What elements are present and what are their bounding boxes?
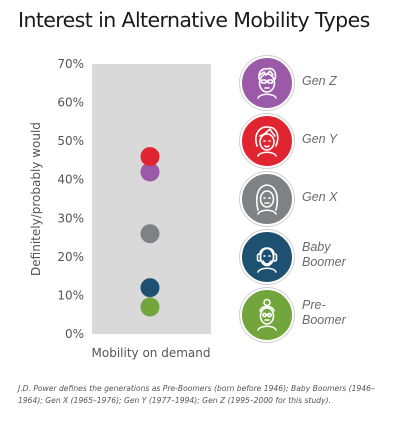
y-tick-label: 70% (57, 57, 84, 71)
data-points (140, 147, 160, 317)
y-tick-label: 50% (57, 134, 84, 148)
legend-label: Pre- Boomer (302, 298, 346, 328)
gen-x-avatar-icon (240, 172, 294, 226)
data-point-gen-y (140, 147, 160, 167)
data-point-baby-boomer (140, 278, 160, 298)
legend-item-gen-z: Gen Z (240, 56, 390, 112)
pre-boomer-avatar-icon (240, 288, 294, 342)
y-tick-label: 20% (57, 250, 84, 264)
y-tick-label: 60% (57, 96, 84, 110)
legend-item-gen-x: Gen X (240, 172, 390, 228)
y-tick-label: 40% (57, 173, 84, 187)
legend-label: Gen Y (302, 132, 338, 146)
legend-label-line1: Baby (302, 240, 331, 254)
y-axis-label: Definitely/probably would (29, 122, 43, 276)
data-point-pre-boomer (140, 297, 160, 317)
legend-item-baby-boomer: Baby Boomer (240, 230, 390, 286)
chart-title: Interest in Alternative Mobility Types (18, 8, 370, 32)
footnote: J.D. Power defines the generations as Pr… (18, 384, 375, 405)
gen-y-avatar-icon (240, 114, 294, 168)
data-point-gen-z (140, 162, 160, 182)
y-tick-label: 10% (57, 288, 84, 302)
legend-label-line2: Boomer (302, 255, 346, 269)
y-tick-label: 0% (65, 327, 84, 341)
legend-label-line2: Boomer (302, 313, 346, 327)
x-axis-label: Mobility on demand (92, 346, 211, 360)
legend-label: Gen X (302, 190, 338, 204)
data-point-gen-x (140, 224, 160, 244)
baby-boomer-avatar-icon (240, 230, 294, 284)
legend-label: Baby Boomer (302, 240, 346, 270)
legend-label: Gen Z (302, 74, 337, 88)
gen-z-avatar-icon (240, 56, 294, 110)
legend-label-line1: Pre- (302, 298, 326, 312)
chart-plot: 0% 10% 20% 30% 40% 50% 60% 70% Definitely/proba… (29, 57, 211, 360)
legend-item-pre-boomer: Pre- Boomer (240, 288, 390, 344)
y-tick-label: 30% (57, 211, 84, 225)
y-tick-labels: 0% 10% 20% 30% 40% 50% 60% 70% (57, 57, 84, 341)
legend-item-gen-y: Gen Y (240, 114, 390, 170)
